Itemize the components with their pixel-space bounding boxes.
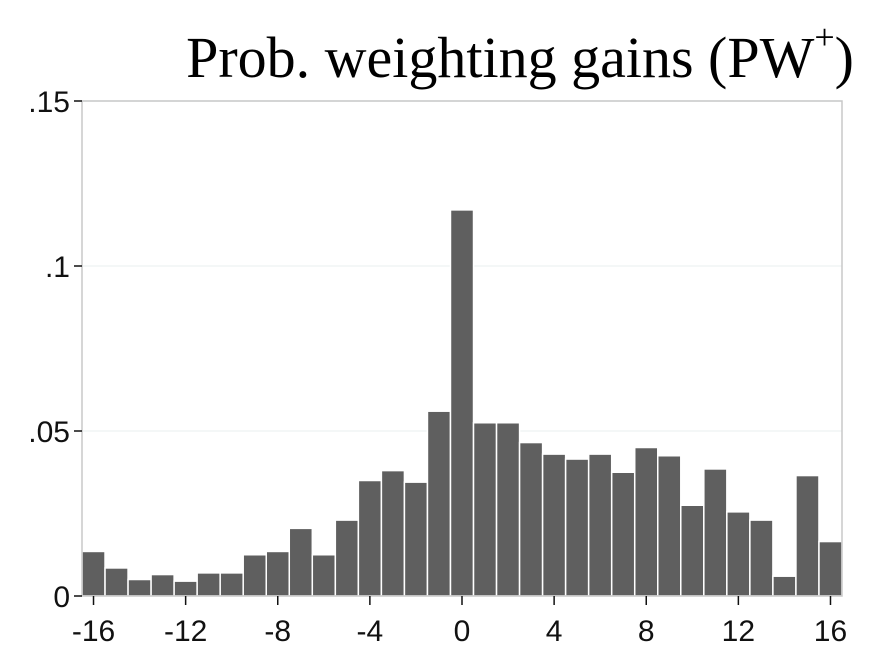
histogram-bar xyxy=(518,441,544,597)
histogram-bar xyxy=(173,580,198,597)
histogram-bar xyxy=(403,481,429,597)
chart-title-superscript: + xyxy=(814,17,835,57)
chart-title-text: Prob. weighting gains (PW xyxy=(186,25,815,90)
histogram-bar xyxy=(334,519,360,597)
y-axis: 0 .05 .1 .15 xyxy=(28,86,82,614)
histogram-bar xyxy=(726,511,751,597)
histogram-bar xyxy=(311,554,337,597)
histogram-bar xyxy=(242,554,267,597)
histogram-bar xyxy=(657,455,682,597)
x-tick-label: 8 xyxy=(638,615,655,648)
histogram-bar xyxy=(680,504,705,597)
x-tick-label: 0 xyxy=(454,615,471,648)
histogram-bar xyxy=(818,540,843,597)
histogram-bar xyxy=(127,578,152,597)
histogram-bar xyxy=(587,453,613,597)
x-tick-label: -16 xyxy=(72,615,115,648)
x-axis: -16 -12 -8 -4 0 4 8 12 16 xyxy=(72,596,847,648)
chart-title-suffix: ) xyxy=(834,25,854,90)
histogram-bar xyxy=(633,446,659,597)
bars xyxy=(81,209,843,597)
histogram-bar xyxy=(772,575,797,597)
histogram-bar xyxy=(104,567,129,597)
histogram-bar xyxy=(449,209,475,597)
x-tick-label: -8 xyxy=(264,615,291,648)
histogram-bar xyxy=(564,458,590,597)
x-tick-label: 12 xyxy=(722,615,755,648)
histogram-bar xyxy=(357,479,383,597)
histogram-bar xyxy=(472,422,498,597)
histogram-bar xyxy=(426,410,452,597)
histogram-bar xyxy=(150,573,175,597)
y-tick-label: .1 xyxy=(45,251,70,284)
histogram-bar xyxy=(610,471,636,597)
histogram-bar xyxy=(265,550,291,597)
histogram-bar xyxy=(219,572,244,597)
y-tick-label: .15 xyxy=(28,86,70,119)
histogram-bar xyxy=(541,453,567,597)
x-tick-label: -4 xyxy=(357,615,384,648)
y-tick-label: 0 xyxy=(53,581,70,614)
histogram-bar xyxy=(795,474,820,597)
histogram-bar xyxy=(196,572,221,597)
y-tick-label: .05 xyxy=(28,416,70,449)
histogram-bar xyxy=(81,550,106,597)
histogram-bar xyxy=(288,527,314,597)
histogram-bar xyxy=(380,469,406,597)
x-tick-label: -12 xyxy=(164,615,207,648)
chart-title: Prob. weighting gains (PW+) xyxy=(0,18,876,98)
histogram-bar xyxy=(749,519,774,597)
x-tick-label: 4 xyxy=(546,615,563,648)
x-tick-label: 16 xyxy=(814,615,847,648)
histogram-bar xyxy=(703,468,728,597)
histogram-bar xyxy=(495,422,521,597)
